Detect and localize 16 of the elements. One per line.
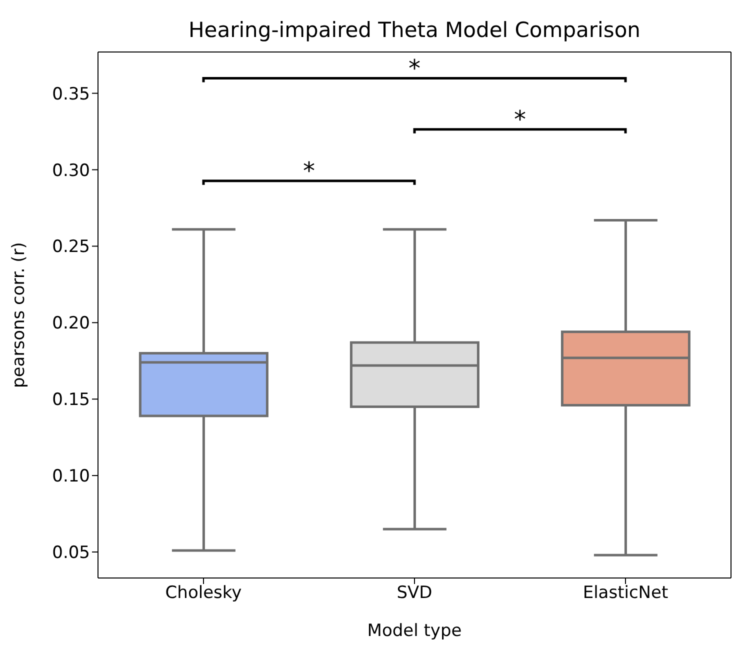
chart-title: Hearing-impaired Theta Model Comparison	[188, 18, 642, 42]
y-axis-title: pearsons corr. (r)	[9, 242, 30, 388]
y-tick-label: 0.15	[52, 390, 90, 410]
y-tick-label: 0.05	[52, 543, 90, 564]
annotation: *	[303, 156, 315, 185]
x-tick-label: SVD	[396, 583, 432, 604]
y-tick-label: 0.25	[52, 237, 90, 258]
y-tick-label: 0.30	[52, 160, 90, 181]
y-tick-label: 0.20	[52, 314, 90, 334]
x-axis-title: Model type	[367, 621, 462, 641]
annotation: *	[408, 54, 420, 82]
x-tick-label: Cholesky	[165, 583, 242, 604]
y-tick-label: 0.10	[52, 466, 90, 487]
x-tick-label: ElasticNet	[582, 583, 668, 604]
annotation: *	[514, 105, 526, 134]
y-tick-label: 0.35	[52, 84, 90, 104]
